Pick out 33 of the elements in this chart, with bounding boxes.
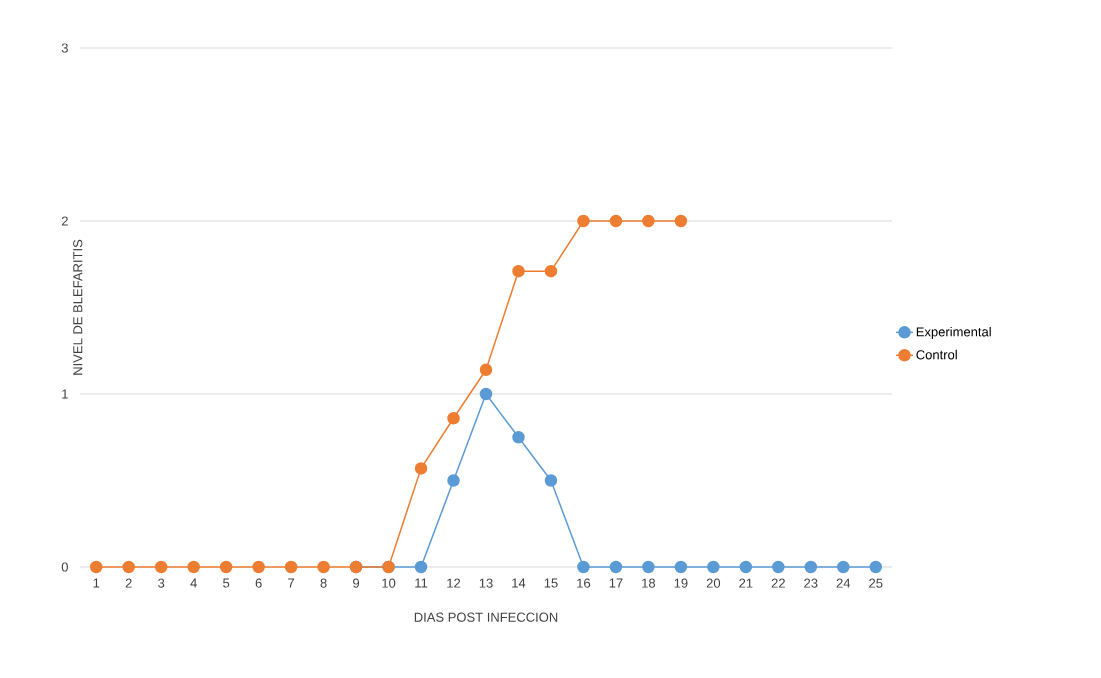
x-tick-label: 8 xyxy=(320,578,327,588)
x-tick-label: 5 xyxy=(223,578,230,588)
x-tick-label: 25 xyxy=(869,578,883,588)
x-tick-label: 4 xyxy=(190,578,197,588)
x-tick-label: 10 xyxy=(382,578,396,588)
x-tick-label: 13 xyxy=(479,578,493,588)
x-tick-label: 3 xyxy=(158,578,165,588)
x-tick-label: 15 xyxy=(544,578,558,588)
x-tick-label: 11 xyxy=(415,578,428,588)
x-tick-label: 24 xyxy=(836,578,851,588)
x-tick-label: 23 xyxy=(804,578,818,588)
x-axis-title: DIAS POST INFECCION xyxy=(414,612,558,622)
x-tick-label: 12 xyxy=(447,578,461,588)
x-tick-label: 19 xyxy=(674,578,688,588)
legend-label: Control xyxy=(916,349,957,360)
x-tick-label: 14 xyxy=(512,578,526,588)
x-tick-label: 20 xyxy=(706,578,721,588)
x-tick-label: 9 xyxy=(353,578,360,588)
legend-label: Experimental xyxy=(916,326,991,340)
x-tick-label: 21 xyxy=(739,578,753,588)
x-tick-label: 7 xyxy=(288,578,295,588)
x-tick-label: 2 xyxy=(125,578,132,588)
x-tick-label: 17 xyxy=(609,578,623,588)
x-tick-label: 18 xyxy=(642,578,656,588)
x-tick-label: 16 xyxy=(577,578,591,588)
x-tick-label: 1 xyxy=(93,578,100,588)
y-axis-title: NIVEL DE BLEFARITIS xyxy=(73,239,83,375)
y-tick-label: 3 xyxy=(61,43,68,53)
x-tick-label: 6 xyxy=(255,578,262,588)
x-tick-label: 22 xyxy=(771,578,785,588)
y-tick-label: 1 xyxy=(62,389,68,399)
y-tick-label: 2 xyxy=(61,216,68,226)
y-tick-label: 0 xyxy=(61,562,68,572)
